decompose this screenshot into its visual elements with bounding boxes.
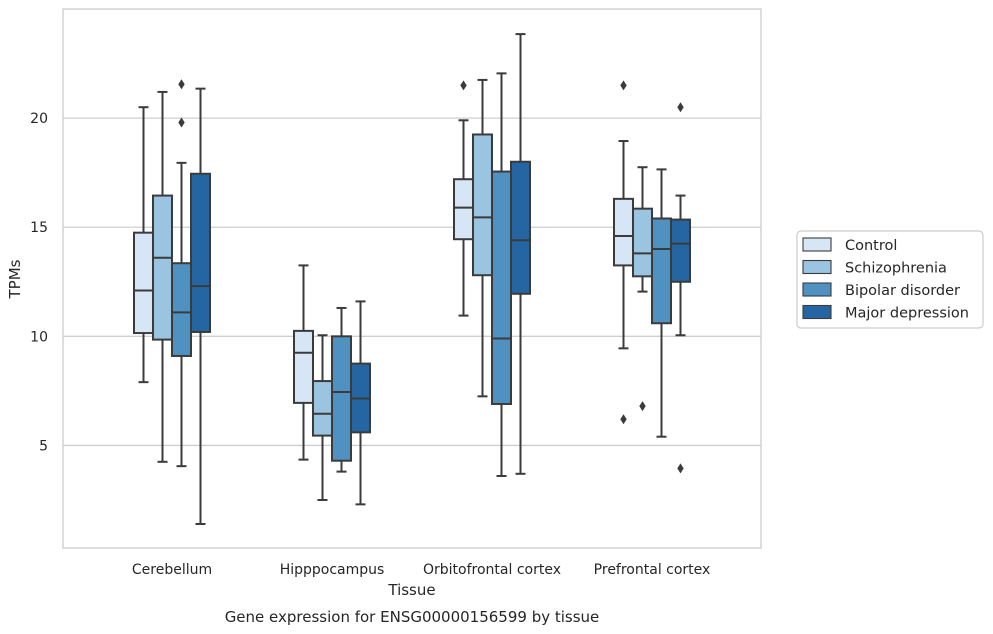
outlier-marker bbox=[639, 401, 646, 412]
legend-label: Bipolar disorder bbox=[845, 283, 960, 299]
box-body bbox=[331, 335, 352, 462]
box-body bbox=[190, 172, 211, 333]
box bbox=[632, 166, 653, 412]
x-tick-label: Cerebellum bbox=[132, 562, 212, 578]
x-tick-label: Prefrontal cortex bbox=[594, 562, 711, 578]
box-body bbox=[472, 133, 493, 277]
box-body bbox=[171, 262, 192, 357]
y-tick-labels: 5 10 15 20 bbox=[30, 111, 48, 454]
x-tick-labels: Cerebellum Hipppocampus Orbitofrontal cort… bbox=[132, 562, 710, 578]
legend-swatch bbox=[802, 237, 832, 252]
box-body bbox=[651, 217, 672, 325]
y-tick-label: 20 bbox=[30, 111, 48, 127]
box-body bbox=[613, 197, 634, 267]
x-tick-label: Hipppocampus bbox=[280, 562, 385, 578]
box bbox=[133, 106, 154, 384]
box bbox=[293, 264, 314, 461]
outlier-marker bbox=[620, 414, 627, 425]
series-bipolar-disorder bbox=[171, 72, 672, 477]
outlier-marker bbox=[178, 79, 185, 90]
y-axis-label: TPMs bbox=[6, 259, 24, 299]
legend-frame bbox=[796, 230, 984, 329]
legend-label: Schizophrenia bbox=[845, 261, 947, 277]
box-body bbox=[510, 160, 531, 295]
box bbox=[510, 33, 531, 475]
box bbox=[651, 168, 672, 438]
legend-swatch bbox=[802, 282, 832, 297]
box-body bbox=[491, 170, 512, 405]
legend-label: Major depression bbox=[845, 306, 969, 322]
x-tick-label: Orbitofrontal cortex bbox=[423, 562, 561, 578]
box-body bbox=[453, 178, 474, 241]
box bbox=[472, 78, 493, 398]
y-tick-label: 15 bbox=[30, 220, 48, 236]
outlier-marker bbox=[620, 80, 627, 91]
box bbox=[491, 72, 512, 477]
series-major-depression bbox=[190, 33, 691, 525]
box-body bbox=[632, 207, 653, 278]
legend: Control Schizophrenia Bipolar disorder Majo… bbox=[796, 230, 984, 329]
series-control bbox=[133, 80, 634, 461]
legend-swatch bbox=[802, 304, 832, 320]
box bbox=[171, 79, 192, 468]
box bbox=[190, 87, 211, 525]
box bbox=[670, 102, 691, 474]
outlier-marker bbox=[178, 117, 185, 128]
box bbox=[331, 306, 352, 473]
box bbox=[152, 90, 173, 463]
box-body bbox=[293, 329, 314, 404]
y-tick-label: 10 bbox=[30, 329, 48, 345]
box-body bbox=[670, 218, 691, 283]
legend-swatch bbox=[802, 259, 832, 275]
box bbox=[350, 300, 371, 506]
box bbox=[613, 80, 634, 425]
y-tick-label: 5 bbox=[39, 438, 48, 454]
chart-title: Gene expression for ENSG00000156599 by t… bbox=[225, 608, 600, 626]
x-axis-label: Tissue bbox=[387, 581, 435, 599]
box-body bbox=[312, 380, 333, 437]
outlier-marker bbox=[677, 102, 684, 113]
legend-label: Control bbox=[845, 238, 897, 254]
outlier-marker bbox=[677, 463, 684, 474]
series-schizophrenia bbox=[152, 78, 653, 501]
box-body bbox=[133, 231, 154, 335]
box-series-group bbox=[133, 33, 691, 525]
box-body bbox=[152, 194, 173, 341]
outlier-marker bbox=[460, 80, 467, 91]
